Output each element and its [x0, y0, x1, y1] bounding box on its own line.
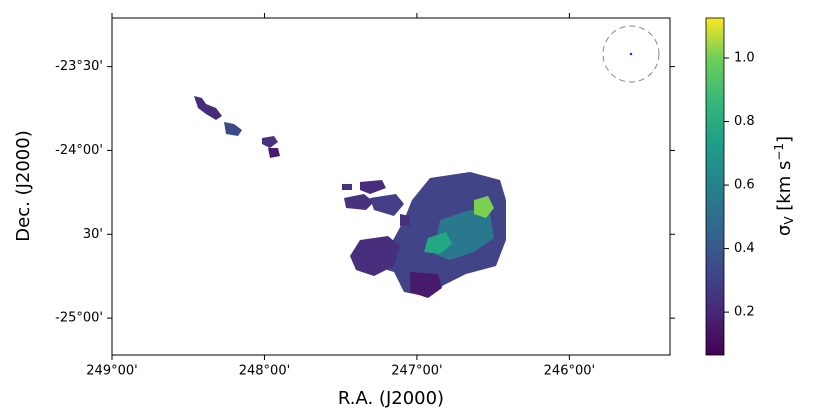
x-tick-label: 248°00' — [239, 364, 290, 379]
plot-frame — [111, 17, 671, 356]
colorbar-tick-label: 0.2 — [734, 305, 755, 320]
x-tick-label: 246°00' — [544, 364, 595, 379]
colorbar-label: σV [km s−1] — [772, 136, 796, 236]
colorbar-tick-label: 1.0 — [734, 51, 755, 66]
x-tick-label: 249°00' — [86, 364, 137, 379]
y-tick-label: -25°00' — [55, 311, 103, 326]
x-tick-label: 247°00' — [391, 364, 442, 379]
beam — [629, 52, 633, 56]
y-tick-label: -24°00' — [55, 143, 103, 158]
colorbar-tick-label: 0.8 — [734, 114, 755, 129]
y-tick-label: -23°30' — [55, 59, 103, 74]
beam-outline — [602, 25, 660, 83]
y-tick-label: 30' — [83, 227, 103, 242]
colorbar-tick-label: 0.4 — [734, 241, 755, 256]
colorbar-tick-label: 0.6 — [734, 178, 755, 193]
y-axis-label: Dec. (J2000) — [13, 130, 34, 241]
colorbar — [705, 17, 725, 356]
x-axis-label: R.A. (J2000) — [338, 388, 444, 409]
emission-map — [194, 96, 506, 298]
